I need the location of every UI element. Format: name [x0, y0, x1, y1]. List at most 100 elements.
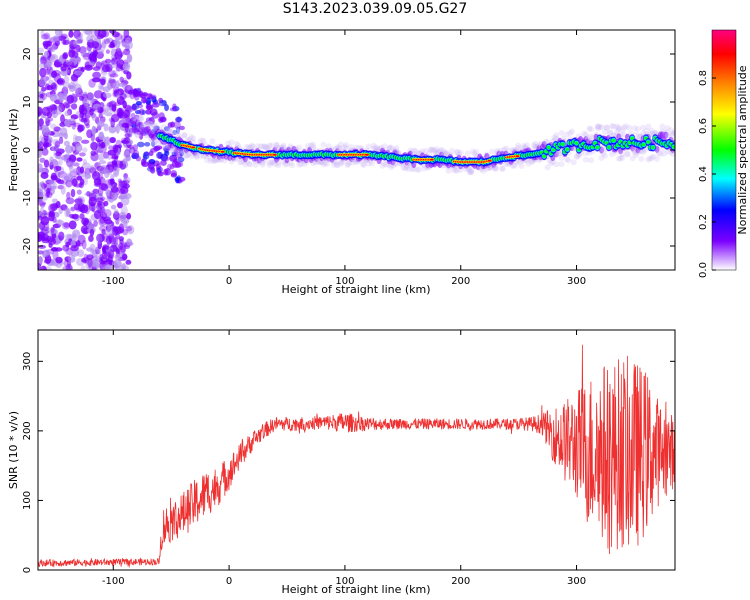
spectrogram-cell	[43, 140, 48, 150]
spectrogram-cell	[82, 158, 88, 165]
spectrogram-cell	[89, 167, 97, 174]
spectrogram-cell	[626, 124, 633, 131]
spectrogram-cell	[89, 164, 96, 175]
colorbar-gradient	[711, 29, 737, 271]
spectrogram-cell	[650, 153, 657, 160]
spectrogram-cell	[45, 76, 51, 81]
spectrogram-cell	[43, 50, 49, 58]
spectrogram-cell	[146, 120, 153, 127]
spectrogram-cell	[52, 35, 60, 42]
spectrogram-cell	[584, 134, 591, 141]
spectrogram-cell	[165, 126, 172, 133]
spectrogram-cell	[87, 257, 93, 268]
spectrogram-cell	[553, 132, 560, 139]
spectrogram-cell	[157, 171, 164, 177]
spectrogram-cell	[574, 141, 579, 145]
spectrogram-cell	[428, 146, 435, 153]
spectrogram-cell	[320, 161, 327, 168]
spectrogram-cell	[71, 178, 78, 187]
spectrogram-cell	[95, 234, 103, 244]
spectrogram-cell	[129, 117, 135, 125]
spectrogram-cell	[454, 149, 461, 156]
spectrogram-cell	[379, 162, 386, 169]
spectrogram-cell	[603, 124, 610, 131]
spectrogram-cell	[614, 128, 621, 135]
spectrogram-cell	[55, 165, 62, 172]
spectrogram-cell	[145, 121, 152, 128]
spectrogram-cell	[275, 162, 282, 169]
spectrogram-cell	[38, 250, 45, 255]
spectrogram-cell	[621, 124, 628, 131]
spectrogram-cell	[161, 99, 167, 107]
spectrogram-cell	[67, 160, 74, 170]
spectrogram-cell	[296, 144, 303, 151]
spectrogram-cell	[38, 231, 46, 239]
spectrogram-cell	[95, 61, 102, 69]
spectrogram-cell	[360, 161, 367, 168]
spectrogram-cell	[166, 163, 172, 171]
spectrogram-cell	[410, 147, 417, 154]
spectrogram-cell	[96, 200, 103, 206]
spectrogram-cell	[51, 70, 58, 79]
spectrogram-cell	[263, 143, 270, 150]
spectrogram-cell	[209, 138, 216, 145]
snr-y-tick-label: 300	[22, 352, 33, 371]
spectrogram-cell	[38, 124, 43, 131]
spectrogram-cell	[666, 132, 673, 139]
spectrogram-cell	[101, 41, 107, 49]
spectrogram-cell	[640, 149, 647, 156]
spectrogram-cell	[652, 130, 659, 137]
spectrogram-cell	[601, 128, 608, 135]
spectrogram-cell	[341, 144, 348, 151]
spectrogram-cell	[228, 139, 235, 146]
spectrogram-cell	[515, 155, 520, 158]
spectrogram-cell	[43, 141, 49, 149]
spectrogram-cell	[100, 196, 106, 201]
spectrogram-cell	[164, 104, 169, 112]
spectrogram-cell	[622, 123, 629, 130]
spectrogram-cell	[72, 229, 81, 238]
spectrogram-cell	[594, 125, 601, 132]
spectrogram-cell	[101, 64, 110, 73]
spectrogram-cell	[39, 202, 46, 208]
spectrogram-cell	[619, 127, 626, 134]
spectrogram-cell	[183, 152, 190, 159]
spectrogram-cell	[165, 128, 172, 135]
spectrogram-cell	[654, 155, 661, 162]
spectrogram-cell	[200, 137, 207, 144]
spectrogram-cell	[98, 160, 107, 165]
spectrogram-cell	[62, 265, 72, 270]
spectrogram-cell	[197, 152, 204, 159]
spectrogram-cell	[617, 132, 624, 139]
spec-y-tick-label: 10	[22, 96, 33, 109]
spectrogram-cell	[91, 41, 100, 49]
spectrogram-cell	[123, 192, 132, 200]
spectrogram-cell	[131, 103, 137, 111]
snr-x-tick-label: -100	[102, 576, 125, 587]
spectrogram-cell	[157, 116, 166, 122]
spectrogram-cell	[38, 210, 43, 219]
spectrogram-cell	[38, 266, 45, 270]
spectrogram-cell	[111, 57, 118, 65]
spectrogram-cell	[123, 172, 128, 180]
spectrogram-cell	[103, 123, 109, 132]
spectrogram-cell	[51, 198, 59, 203]
spectrogram-cell	[43, 159, 50, 168]
spectrogram-cell	[511, 162, 518, 169]
spectrogram-cell	[93, 219, 98, 227]
spectrogram-cell	[109, 30, 116, 34]
spectrogram-cell	[310, 160, 317, 167]
spectrogram-cell	[105, 235, 112, 245]
spectrogram-cell	[121, 180, 128, 189]
spectrogram-cell	[46, 235, 55, 243]
spectrogram-cell	[272, 153, 277, 156]
spectrogram-cell	[158, 118, 164, 123]
spectrogram-cell	[84, 173, 92, 179]
spectrogram-cell	[619, 151, 626, 158]
spectrogram-cell	[119, 93, 127, 100]
spectrogram-cell	[92, 71, 101, 79]
spectrogram-cell	[64, 110, 71, 117]
spectrogram-cell	[136, 91, 142, 97]
spec-x-tick-label: 300	[567, 276, 586, 287]
spectrogram-cell	[96, 51, 104, 59]
